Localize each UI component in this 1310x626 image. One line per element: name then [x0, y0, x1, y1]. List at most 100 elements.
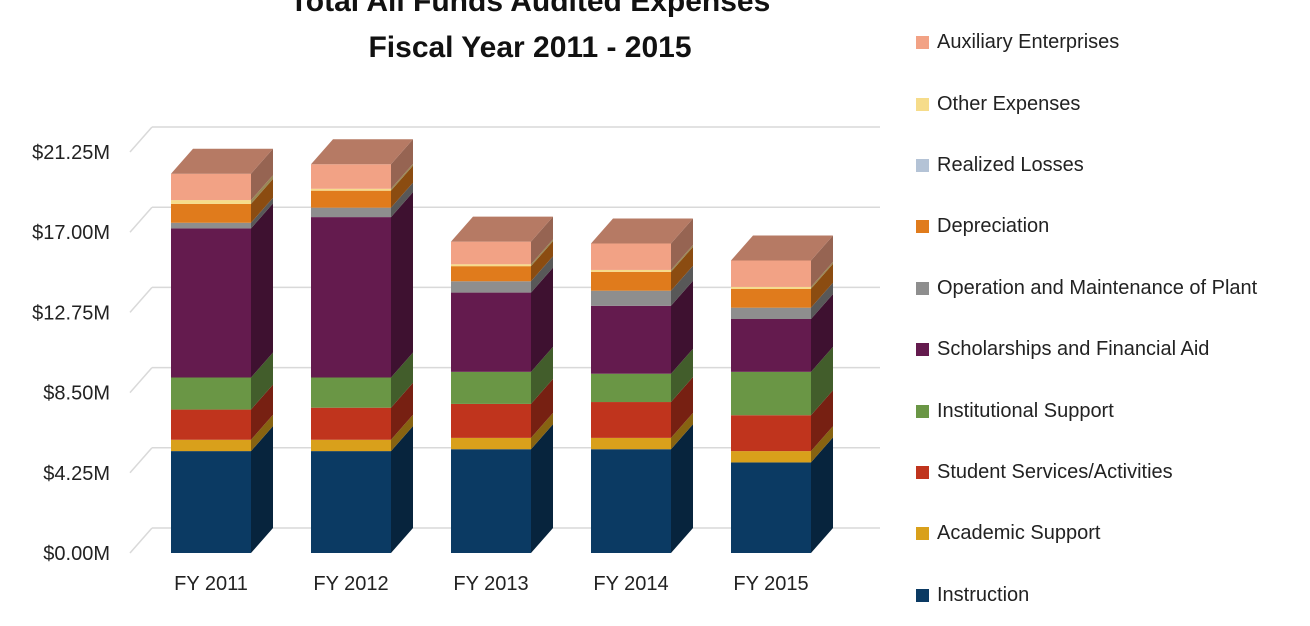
- bar-segment-side: [531, 346, 553, 404]
- bar-segment: [171, 451, 251, 553]
- bar-segment-side: [811, 437, 833, 553]
- bar-segment: [731, 288, 811, 308]
- legend-swatch: [916, 465, 929, 479]
- bar-segment: [171, 439, 251, 452]
- bar-segment-side: [531, 424, 553, 553]
- bar-segment-side: [391, 182, 413, 218]
- bar-segment-side: [671, 280, 693, 374]
- bar-top: [731, 235, 833, 261]
- bar-segment: [451, 266, 531, 282]
- bar-segment: [451, 292, 531, 372]
- legend-item: Student Services/Activities: [916, 442, 1257, 503]
- bar-segment-side: [251, 197, 273, 229]
- bar-segment: [171, 173, 251, 201]
- bar-segment-side: [671, 412, 693, 450]
- bar-segment: [311, 164, 391, 189]
- bar-segment-side: [251, 178, 273, 223]
- stacked-bar-chart: Total All Funds Audited Expenses Fiscal …: [32, 0, 1257, 606]
- legend-label: Instruction: [937, 583, 1030, 606]
- x-tick-label: FY 2013: [453, 573, 528, 595]
- legend-swatch: [916, 220, 929, 234]
- bar-segment-side: [671, 265, 693, 306]
- bar-segment: [451, 437, 531, 450]
- legend-label: Academic Support: [937, 522, 1101, 545]
- bar-segment-side: [811, 263, 833, 308]
- gridline-diagonal: [129, 447, 153, 474]
- legend-swatch: [916, 343, 929, 357]
- bar-segment: [591, 305, 671, 374]
- legend-label: Student Services/Activities: [937, 460, 1173, 483]
- bar-segment: [171, 377, 251, 410]
- bar-segment-side: [671, 377, 693, 438]
- bar-segment: [311, 407, 391, 440]
- bar-segment: [591, 402, 671, 438]
- gridline-diagonal: [129, 367, 153, 394]
- bar-segment-side: [811, 426, 833, 463]
- chart-plot-area: $0.00M $4.25M $8.50M $12.75M $17.00M $21.25M F…: [32, 126, 880, 595]
- legend-item: Realized Losses: [916, 135, 1257, 196]
- bar-segment: [731, 307, 811, 320]
- bar-segment-side: [391, 192, 413, 378]
- y-tick-label: $17.00M: [32, 222, 110, 244]
- x-tick-label: FY 2012: [313, 573, 388, 595]
- bar-top: [591, 218, 693, 244]
- legend-item: Depreciation: [916, 196, 1257, 257]
- legend-swatch: [916, 97, 929, 111]
- bar-segment-side: [671, 246, 693, 291]
- bar-segment-side: [391, 163, 413, 191]
- bar-segment: [171, 203, 251, 223]
- legend-item: Institutional Support: [916, 380, 1257, 441]
- x-tick-label: FY 2011: [174, 573, 248, 595]
- bar-segment: [451, 371, 531, 404]
- legend-item: Academic Support: [916, 503, 1257, 564]
- bar-segment: [311, 188, 391, 191]
- legend-label: Scholarships and Financial Aid: [937, 338, 1210, 361]
- legend-item: Operation and Maintenance of Plant: [916, 258, 1257, 319]
- bar-segment: [731, 286, 811, 289]
- bar-segment: [451, 241, 531, 265]
- bar-segment-side: [531, 412, 553, 450]
- bar-segment-side: [811, 261, 833, 289]
- y-tick-label: $4.25M: [43, 463, 110, 485]
- legend-swatch: [916, 588, 929, 602]
- x-tick-label: FY 2014: [593, 573, 668, 595]
- bar-segment-side: [671, 218, 693, 270]
- bar-segment: [311, 207, 391, 218]
- y-tick-label: $21.25M: [32, 142, 110, 164]
- bar-segment-side: [391, 165, 413, 208]
- bar-segment: [451, 281, 531, 293]
- gridline-diagonal: [129, 286, 153, 313]
- bar-segment-side: [811, 294, 833, 372]
- legend-swatch: [916, 404, 929, 418]
- bar-segment-side: [251, 148, 273, 201]
- bar-segment: [171, 222, 251, 229]
- bar-segment: [591, 271, 671, 291]
- bar-segment: [171, 409, 251, 440]
- bar-segment: [451, 403, 531, 438]
- bar-segment: [731, 371, 811, 416]
- legend-label: Depreciation: [937, 215, 1050, 238]
- bar-segment: [311, 190, 391, 208]
- legend-swatch: [916, 36, 929, 50]
- bar-segment-side: [531, 378, 553, 438]
- bar-segment: [591, 373, 671, 403]
- bar-segment: [171, 228, 251, 378]
- chart-subtitle: Fiscal Year 2011 - 2015: [368, 31, 692, 64]
- bar-segment: [591, 269, 671, 272]
- bar-segment-side: [251, 175, 273, 204]
- bar-segment: [311, 377, 391, 408]
- bar-segment: [451, 449, 531, 553]
- gridline-diagonal: [129, 126, 153, 153]
- bar-segment-side: [531, 216, 553, 265]
- legend-item: Scholarships and Financial Aid: [916, 319, 1257, 380]
- bar-segment-side: [391, 426, 413, 553]
- legend-item: Instruction: [916, 565, 1257, 626]
- bar-segment: [731, 319, 811, 372]
- legend-swatch: [916, 527, 929, 541]
- legend-label: Institutional Support: [937, 399, 1114, 422]
- bar-segment-side: [811, 390, 833, 452]
- bar-segment-side: [531, 239, 553, 267]
- gridline-diagonal: [129, 527, 153, 554]
- bar-top: [171, 148, 273, 174]
- bar-segment: [731, 260, 811, 287]
